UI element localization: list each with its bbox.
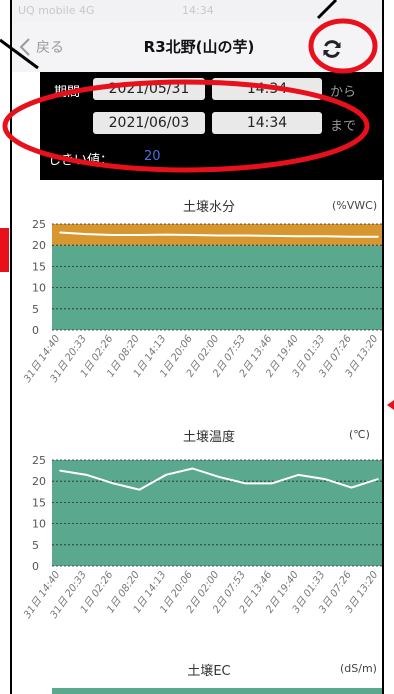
y-tick-label: 25 xyxy=(32,454,46,467)
data-point xyxy=(85,233,88,235)
temperature-chart-unit: (℃) xyxy=(349,428,370,441)
threshold-label: しきい値： xyxy=(48,153,114,168)
data-point xyxy=(59,231,61,234)
start-time-field[interactable]: 14:34 xyxy=(212,78,322,100)
period-label: 期間 xyxy=(54,85,81,100)
y-tick-label: 10 xyxy=(32,282,46,295)
data-point xyxy=(377,235,379,238)
data-point xyxy=(85,474,88,476)
y-tick-label: 0 xyxy=(32,560,39,573)
data-point xyxy=(191,467,194,470)
end-suffix: まで xyxy=(330,119,357,134)
navigation-bar: 戻る R3北野(山の芋) xyxy=(12,22,382,72)
data-point xyxy=(244,482,247,485)
y-tick-label: 15 xyxy=(32,496,46,509)
data-point xyxy=(165,474,167,476)
y-tick-label: 15 xyxy=(32,260,46,273)
y-tick-label: 10 xyxy=(32,518,46,531)
threshold-value: 20 xyxy=(144,149,161,164)
refresh-button[interactable] xyxy=(317,34,347,64)
carrier-label: UQ mobile 4G xyxy=(18,4,95,17)
end-date-field[interactable]: 2021/06/03 xyxy=(93,112,205,134)
y-tick-label: 20 xyxy=(32,239,46,252)
annotation-marker-left xyxy=(0,228,9,272)
data-point xyxy=(271,482,273,485)
y-tick-label: 5 xyxy=(32,539,39,552)
data-point xyxy=(218,234,220,237)
data-point xyxy=(297,474,300,476)
data-point xyxy=(324,478,326,480)
data-point xyxy=(218,476,220,478)
y-tick-label: 20 xyxy=(32,475,46,488)
chart-band-0 xyxy=(52,460,382,566)
ec-chart-title: 土壌EC xyxy=(187,664,231,679)
data-point xyxy=(191,234,194,236)
data-point xyxy=(271,235,273,237)
ec-chart-band xyxy=(52,688,382,694)
start-date-field[interactable]: 2021/05/31 xyxy=(93,78,205,100)
app-screen: UQ mobile 4G 14:34 戻る R3北野(山の芋) 期間 2021/… xyxy=(10,0,384,694)
moisture-chart-unit: (%VWC) xyxy=(332,199,378,212)
end-time-field[interactable]: 14:34 xyxy=(212,112,322,134)
data-point xyxy=(324,235,326,238)
y-tick-label: 0 xyxy=(32,324,39,337)
data-point xyxy=(112,234,114,236)
data-point xyxy=(165,233,167,236)
page-title: R3北野(山の芋) xyxy=(143,38,255,56)
data-point xyxy=(138,488,141,491)
back-button-label: 戻る xyxy=(36,40,64,56)
data-point xyxy=(350,486,353,489)
data-point xyxy=(112,482,114,485)
clock-label: 14:34 xyxy=(182,4,214,17)
data-point xyxy=(377,478,379,480)
temperature-chart-title: 土壌温度 xyxy=(182,430,235,445)
data-point xyxy=(297,235,300,238)
annotation-marker-right xyxy=(387,400,394,410)
y-tick-label: 5 xyxy=(32,303,39,316)
data-point xyxy=(138,234,141,236)
status-bar: UQ mobile 4G 14:34 xyxy=(12,0,382,22)
filter-panel: 期間 2021/05/31 14:34 から 2021/06/03 14:34 … xyxy=(40,72,382,180)
data-point xyxy=(350,235,353,238)
y-tick-label: 25 xyxy=(32,218,46,231)
moisture-chart-title: 土壌水分 xyxy=(182,200,235,215)
ec-chart-unit: (dS/m) xyxy=(340,662,377,675)
data-point xyxy=(244,234,247,237)
data-point xyxy=(59,469,61,472)
refresh-icon xyxy=(323,40,341,58)
start-suffix: から xyxy=(330,85,357,100)
